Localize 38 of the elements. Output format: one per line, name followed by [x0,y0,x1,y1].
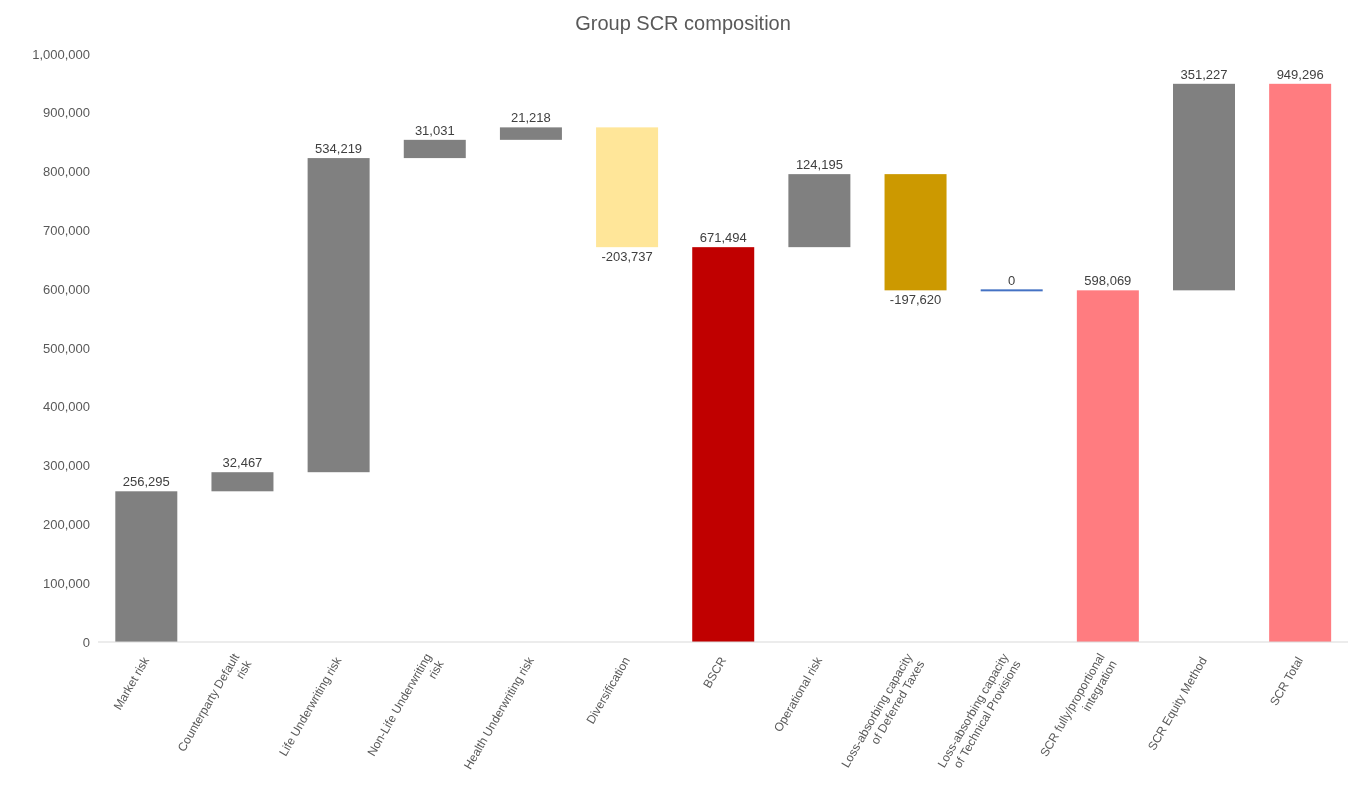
data-label: -203,737 [601,249,653,265]
chart-title: Group SCR composition [574,11,792,36]
bar [211,472,274,492]
y-tick-label: 500,000 [43,340,90,356]
data-label: -197,620 [889,292,942,308]
bar [1269,83,1332,642]
y-tick-label: 1,000,000 [32,46,90,62]
data-label: 598,069 [1084,273,1132,289]
bar [115,491,178,642]
bar [499,127,562,140]
data-label: 671,494 [699,230,747,246]
y-tick-label: 300,000 [43,458,90,474]
bar [1076,290,1139,642]
y-tick-label: 900,000 [43,105,90,121]
y-tick-label: 800,000 [43,164,90,180]
y-tick-label: 600,000 [43,281,90,297]
data-label: 124,195 [795,157,843,173]
data-label: 949,296 [1276,66,1324,82]
bar [692,247,755,642]
data-label: 534,219 [315,141,363,157]
y-tick-label: 400,000 [43,399,90,415]
bar [788,174,851,248]
data-label: 0 [1008,273,1016,289]
bar [596,127,659,248]
y-tick-label: 700,000 [43,223,90,239]
data-label: 31,031 [414,122,455,138]
data-label: 256,295 [122,474,170,490]
bar [307,158,370,473]
data-label: 32,467 [222,455,263,471]
y-tick-label: 100,000 [43,575,90,591]
bar [1173,83,1235,291]
y-tick-label: 200,000 [43,517,90,533]
data-label: 21,218 [511,110,551,126]
bar [403,139,466,159]
data-label: 351,227 [1180,66,1228,82]
bar [884,174,947,291]
y-tick-label: 0 [82,634,90,650]
bar [980,289,1043,292]
